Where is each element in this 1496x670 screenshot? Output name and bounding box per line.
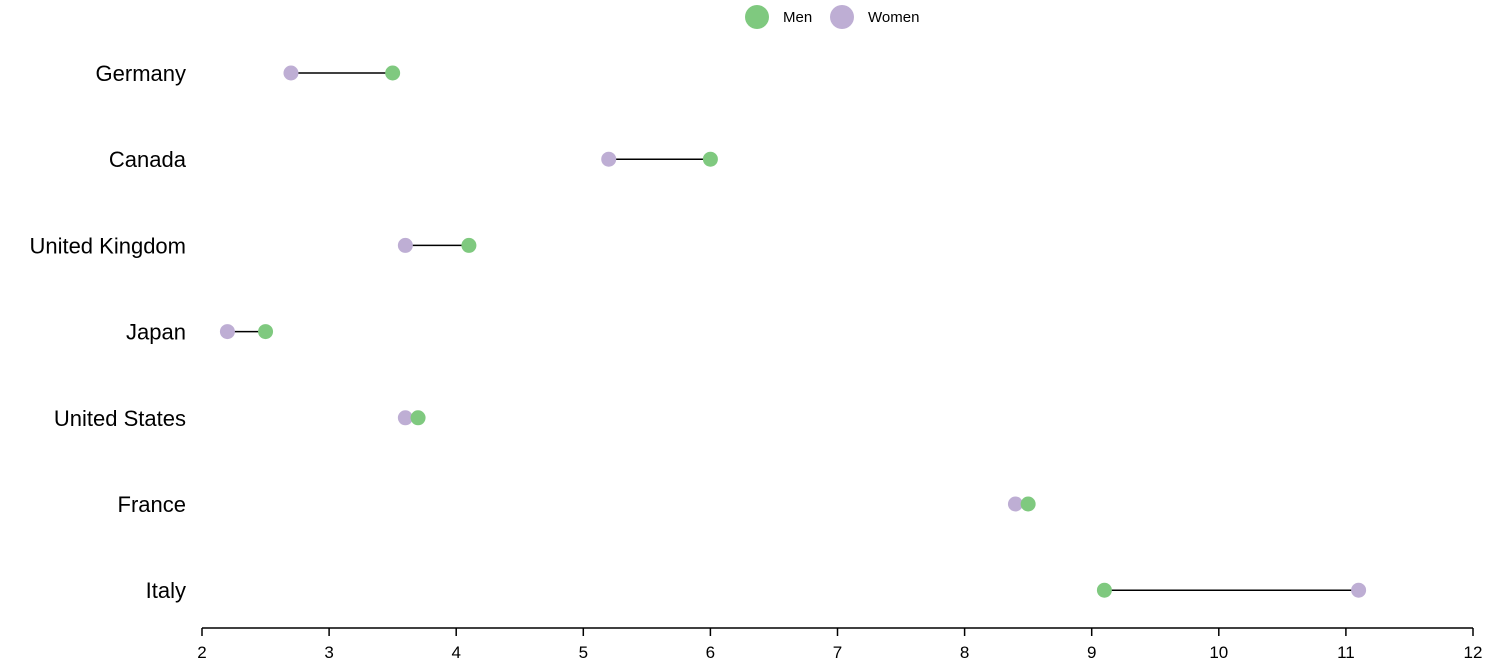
x-tick-label-12: 12 — [1464, 643, 1483, 662]
point-women-france — [1007, 496, 1023, 512]
point-men-japan — [258, 324, 274, 340]
point-women-italy — [1351, 582, 1367, 598]
legend: Men Women — [745, 5, 919, 29]
legend-marker-men — [745, 5, 769, 29]
x-tick-label-5: 5 — [579, 643, 588, 662]
legend-label-women: Women — [868, 9, 919, 26]
x-tick-label-2: 2 — [197, 643, 206, 662]
category-label-italy: Italy — [146, 578, 186, 603]
x-tick-label-8: 8 — [960, 643, 969, 662]
plot-area: Germany Canada United Kingdom Japan United S… — [29, 61, 1367, 603]
legend-label-men: Men — [783, 9, 812, 26]
x-axis: 2 3 4 5 6 7 8 9 10 11 12 — [197, 627, 1483, 662]
x-tick-label-7: 7 — [833, 643, 842, 662]
point-women-japan — [219, 324, 235, 340]
category-label-germany: Germany — [96, 61, 186, 86]
point-women-united-states — [397, 410, 413, 426]
point-women-canada — [601, 151, 617, 167]
x-tick-label-11: 11 — [1337, 643, 1355, 662]
category-label-japan: Japan — [126, 320, 186, 345]
legend-marker-women — [830, 5, 854, 29]
x-tick-label-6: 6 — [706, 643, 715, 662]
point-women-germany — [283, 65, 299, 81]
point-men-canada — [702, 151, 718, 167]
point-men-germany — [385, 65, 401, 81]
point-men-united-states — [410, 410, 426, 426]
x-tick-label-4: 4 — [451, 643, 460, 662]
x-tick-label-9: 9 — [1087, 643, 1096, 662]
point-men-united-kingdom — [461, 237, 477, 253]
point-men-france — [1020, 496, 1036, 512]
category-label-united-states: United States — [54, 406, 186, 431]
point-men-italy — [1096, 582, 1112, 598]
category-label-canada: Canada — [109, 147, 187, 172]
x-tick-label-10: 10 — [1209, 643, 1228, 662]
category-label-france: France — [118, 492, 186, 517]
x-tick-label-3: 3 — [324, 643, 333, 662]
point-women-united-kingdom — [397, 237, 413, 253]
category-label-united-kingdom: United Kingdom — [29, 233, 186, 258]
